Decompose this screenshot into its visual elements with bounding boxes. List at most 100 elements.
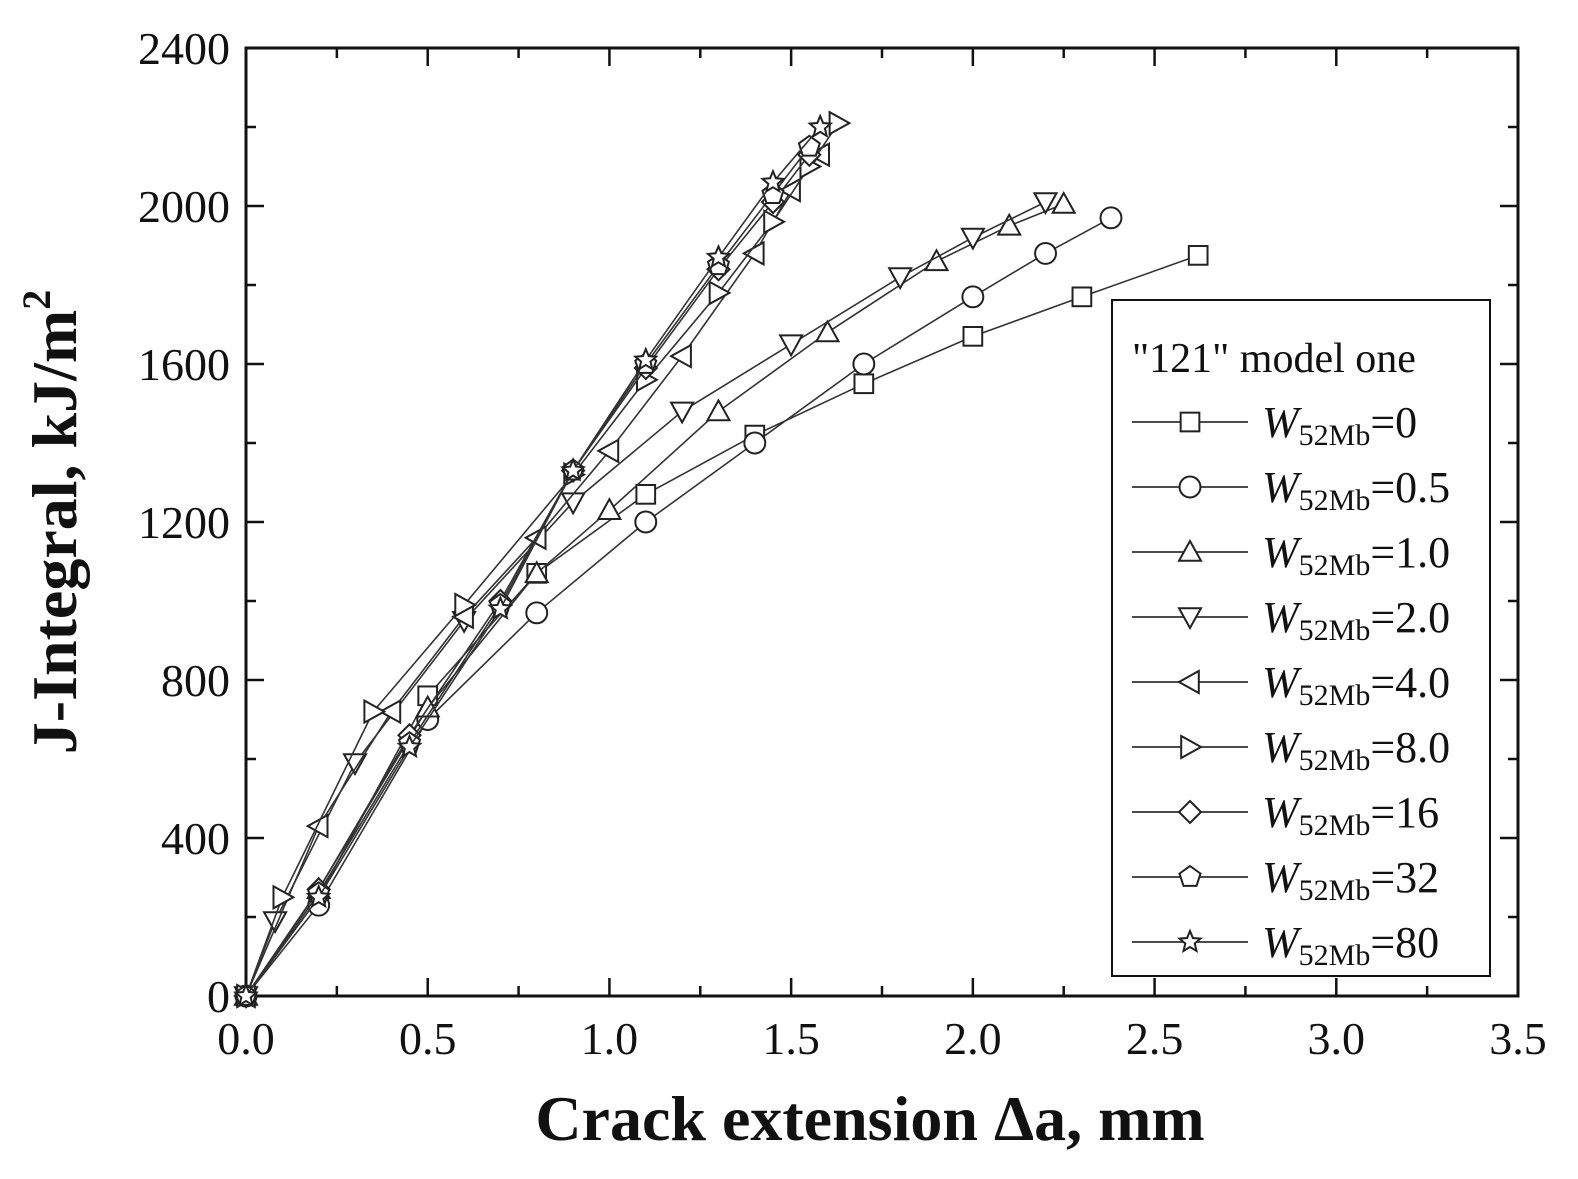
x-tick-label: 1.5 [762, 1013, 820, 1064]
legend-label: W52Mb=8.0 [1262, 723, 1450, 777]
series-triangle-up [233, 190, 1077, 1006]
data-point [272, 884, 296, 910]
legend-label: W52Mb=2.0 [1262, 593, 1450, 647]
legend-label: W52Mb=0 [1262, 398, 1417, 452]
legend-label-value: =1.0 [1370, 528, 1450, 577]
legend-label: W52Mb=16 [1262, 788, 1439, 842]
data-point [763, 209, 787, 235]
legend-entry: W52Mb=16 [1132, 788, 1439, 842]
legend-label-var: W [1262, 658, 1302, 707]
legend-label-value: =4.0 [1370, 658, 1450, 707]
legend-label-value: =0.5 [1370, 463, 1450, 512]
legend-marker [1178, 864, 1202, 887]
legend-label-sub: 52Mb [1299, 874, 1371, 907]
y-tick-label: 800 [161, 655, 230, 706]
data-point [560, 456, 586, 482]
data-point [305, 883, 332, 909]
legend-title: "121" model one [1132, 336, 1416, 382]
series-line [245, 201, 1046, 997]
series-line [245, 203, 1064, 997]
data-point [632, 346, 659, 371]
series-triangle-right [236, 110, 852, 1009]
data-point [1071, 286, 1093, 308]
series-line [245, 122, 840, 997]
legend-entries: W52Mb=0W52Mb=0.5W52Mb=1.0W52Mb=2.0W52Mb=… [1132, 398, 1450, 972]
data-point [454, 592, 478, 618]
data-point [708, 280, 732, 306]
y-axis-title: J-Integral, kJ/m2 [14, 290, 90, 754]
data-point [487, 595, 514, 620]
series-triangle-down [233, 192, 1059, 1010]
data-point [1034, 241, 1057, 265]
legend-entry: W52Mb=32 [1132, 853, 1439, 907]
data-point [996, 212, 1022, 236]
legend-label: W52Mb=0.5 [1262, 463, 1450, 517]
data-point [596, 438, 620, 464]
legend-label-var: W [1262, 918, 1302, 967]
legend-entry: W52Mb=2.0 [1132, 593, 1450, 647]
y-tick-label: 2400 [138, 23, 230, 74]
legend-label-sub: 52Mb [1299, 419, 1371, 452]
data-point [852, 352, 876, 376]
plot-area [232, 46, 1520, 1010]
legend-marker [1176, 928, 1204, 953]
legend-label: W52Mb=1.0 [1262, 528, 1450, 582]
legend-label-sub: 52Mb [1299, 939, 1371, 972]
legend-label-sub: 52Mb [1299, 549, 1371, 582]
legend-label-var: W [1262, 788, 1302, 837]
data-point [596, 497, 623, 520]
data-point [524, 560, 550, 584]
x-tick-label: 3.5 [1489, 1013, 1547, 1064]
y-tick-label: 2000 [138, 181, 230, 232]
legend-entry: W52Mb=8.0 [1132, 723, 1450, 777]
x-tick-labels: 0.0 0.5 1.0 1.5 2.0 2.5 3.0 3.5 [217, 1013, 1547, 1064]
y-tick-labels: 0 400 800 1200 1600 2000 2400 [138, 23, 230, 1022]
series-circle [234, 206, 1123, 1008]
data-point [705, 243, 732, 269]
legend-label-value: =2.0 [1370, 593, 1450, 642]
data-point [634, 510, 658, 534]
data-point [232, 982, 260, 1007]
legend-label-sub: 52Mb [1299, 614, 1371, 647]
data-point [887, 267, 913, 291]
legend-label-value: =32 [1370, 853, 1439, 902]
data-point [669, 401, 695, 425]
legend-marker [1179, 411, 1201, 433]
legend: "121" model one W52Mb=0W52Mb=0.5W52Mb=1.… [1111, 299, 1491, 977]
x-tick-label: 2.0 [944, 1013, 1002, 1064]
legend-label-value: =8.0 [1370, 723, 1450, 772]
legend-label-value: =0 [1370, 398, 1417, 447]
data-point [797, 134, 821, 157]
x-axis-title: Crack extension Δa, mm [535, 1083, 1204, 1154]
y-tick-label: 1600 [138, 339, 230, 390]
legend-entry: W52Mb=0 [1132, 398, 1417, 452]
series-square [235, 245, 1209, 1007]
legend-label-var: W [1262, 723, 1302, 772]
data-point [1187, 245, 1209, 266]
data-point [669, 343, 692, 369]
x-tick-label: 3.0 [1308, 1013, 1366, 1064]
series-line [245, 254, 1199, 997]
legend-marker [1178, 475, 1202, 499]
x-tick-label: 2.5 [1126, 1013, 1184, 1064]
legend-label: W52Mb=4.0 [1262, 658, 1450, 712]
data-point [960, 227, 986, 251]
data-point [743, 431, 767, 455]
legend-marker [1177, 607, 1203, 631]
series-star [232, 113, 834, 1007]
data-point [635, 484, 657, 505]
legend-label-var: W [1262, 463, 1302, 512]
data-point [1099, 206, 1123, 230]
legend-label: W52Mb=32 [1262, 853, 1439, 907]
series-line [245, 217, 1112, 997]
legend-marker [1177, 538, 1203, 562]
x-tick-label: 1.0 [581, 1013, 639, 1064]
y-axis-title-text: J-Integral, kJ/m [19, 310, 90, 754]
legend-entry: W52Mb=4.0 [1132, 658, 1450, 712]
data-point [814, 319, 841, 343]
legend-marker [1177, 799, 1203, 825]
legend-label-var: W [1262, 398, 1302, 447]
legend-entry: W52Mb=1.0 [1132, 528, 1450, 582]
data-point [525, 601, 549, 625]
legend-label-value: =80 [1370, 918, 1439, 967]
